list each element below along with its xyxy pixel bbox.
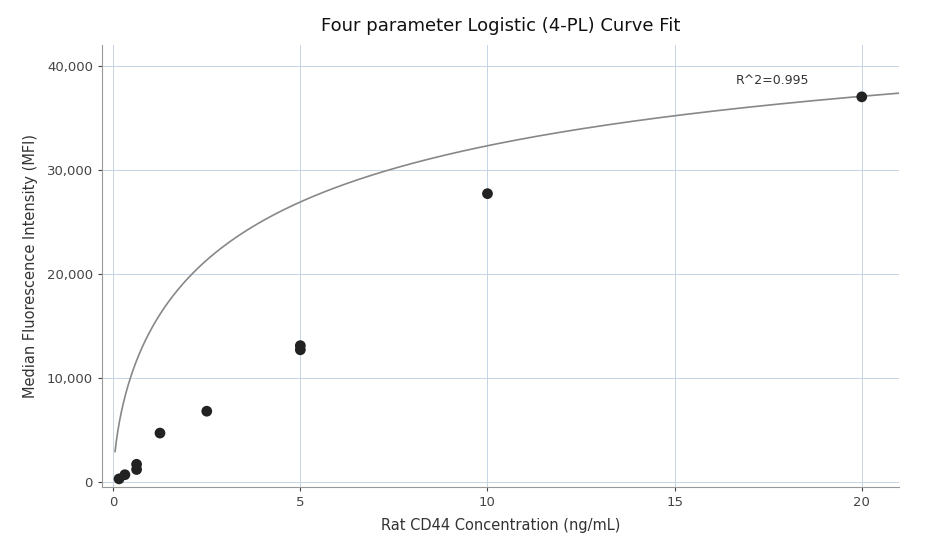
- Point: [129, 460, 144, 469]
- Point: [129, 465, 144, 474]
- Title: Four parameter Logistic (4-PL) Curve Fit: Four parameter Logistic (4-PL) Curve Fit: [321, 17, 680, 35]
- Y-axis label: Median Fluorescence Intensity (MFI): Median Fluorescence Intensity (MFI): [23, 134, 39, 398]
- Point: [118, 470, 133, 479]
- Point: [293, 341, 308, 350]
- X-axis label: Rat CD44 Concentration (ng/mL): Rat CD44 Concentration (ng/mL): [381, 517, 620, 533]
- Text: R^2=0.995: R^2=0.995: [736, 73, 809, 87]
- Point: [480, 189, 495, 198]
- Point: [111, 474, 126, 483]
- Point: [153, 428, 168, 437]
- Point: [855, 92, 870, 101]
- Point: [199, 407, 214, 416]
- Point: [293, 346, 308, 354]
